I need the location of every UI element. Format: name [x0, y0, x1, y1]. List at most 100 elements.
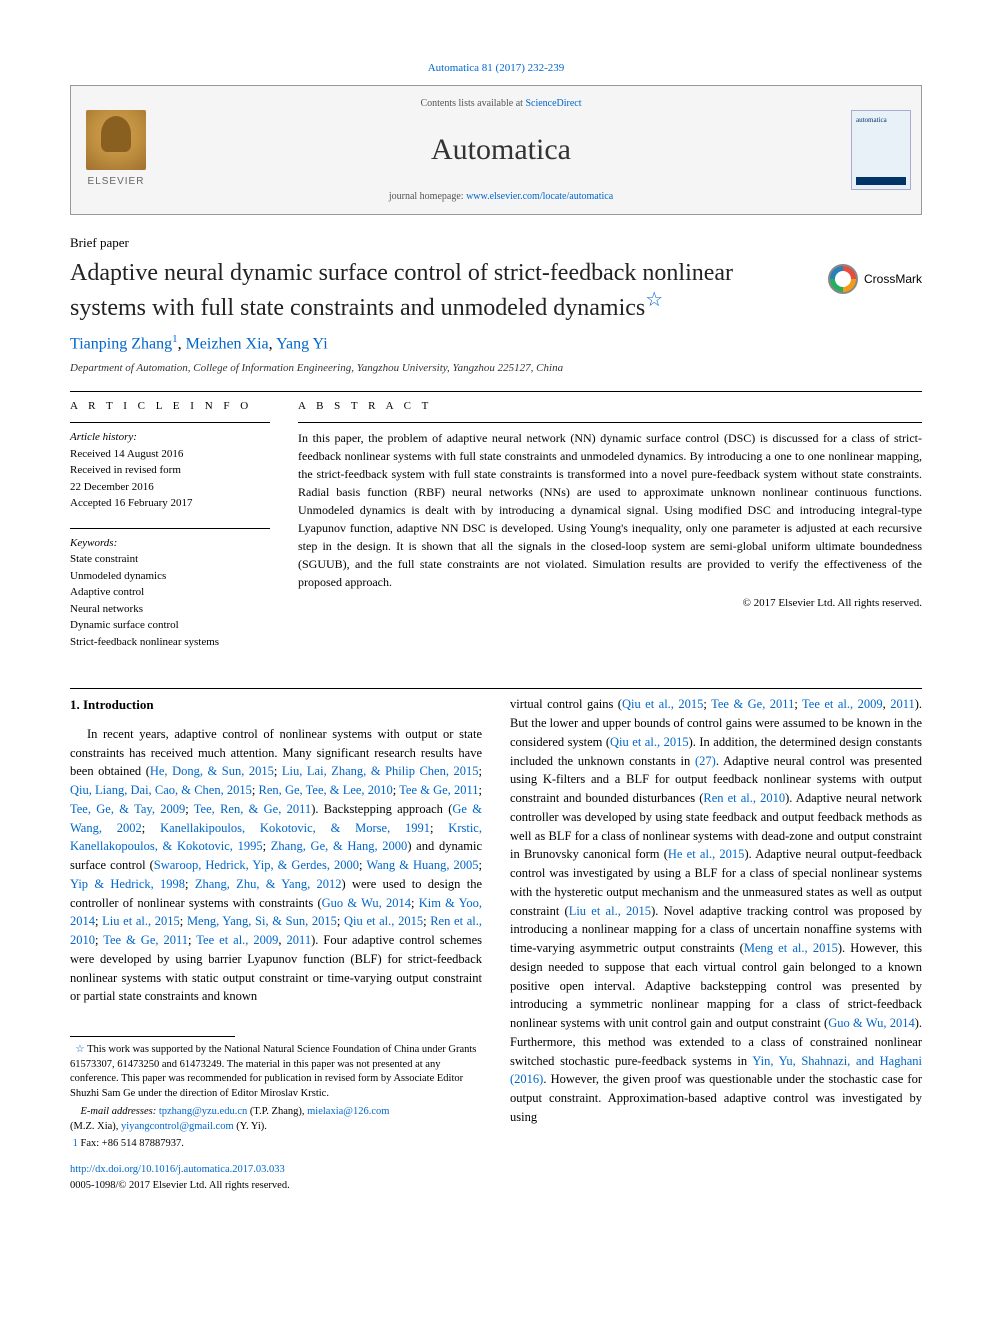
email-2-who: (M.Z. Xia), [70, 1121, 121, 1132]
ref-tee-ge-2011b[interactable]: Tee & Ge, 2011 [103, 933, 188, 947]
sep: ; [263, 839, 271, 853]
doi-link[interactable]: http://dx.doi.org/10.1016/j.automatica.2… [70, 1164, 285, 1175]
ref-liu-2015c[interactable]: Liu et al., 2015 [569, 904, 651, 918]
sep: ; [479, 783, 482, 797]
contents-prefix: Contents lists available at [420, 98, 525, 109]
sciencedirect-link[interactable]: ScienceDirect [525, 98, 581, 109]
ref-tee-2011[interactable]: Tee, Ren, & Ge, 2011 [194, 802, 311, 816]
body-columns: 1. Introduction In recent years, adaptiv… [70, 695, 922, 1193]
title-footnote-link[interactable]: ☆ [645, 289, 663, 311]
crossmark-badge[interactable]: CrossMark [828, 264, 922, 294]
ref-ren-2010c[interactable]: Ren et al., 2010 [703, 791, 785, 805]
ref-qiu-2015[interactable]: Qiu, Liang, Dai, Cao, & Chen, 2015 [70, 783, 252, 797]
publisher-block: ELSEVIER [71, 86, 161, 214]
text: virtual control gains ( [510, 697, 622, 711]
ref-he-2015[interactable]: He, Dong, & Sun, 2015 [150, 764, 274, 778]
ref-tee-2011b[interactable]: 2011 [287, 933, 312, 947]
sep: , [278, 933, 286, 947]
revised-label: Received in revised form [70, 462, 270, 479]
section-1-heading: 1. Introduction [70, 695, 482, 715]
ref-tee-2009c[interactable]: Tee et al., 2009 [802, 697, 883, 711]
revised-date: 22 December 2016 [70, 479, 270, 496]
footnote-emails: E-mail addresses: tpzhang@yzu.edu.cn (T.… [70, 1105, 482, 1134]
accepted-date: Accepted 16 February 2017 [70, 495, 270, 512]
ref-yip-1998[interactable]: Yip & Hedrick, 1998 [70, 877, 185, 891]
citation-link[interactable]: Automatica 81 (2017) 232-239 [428, 62, 565, 74]
sep: ; [479, 764, 482, 778]
ref-tee-2009b[interactable]: Tee et al., 2009 [196, 933, 278, 947]
fn-star-marker: ☆ [75, 1044, 84, 1055]
sep: ; [252, 783, 259, 797]
author-sep-1: , [178, 335, 186, 352]
divider-bottom [70, 688, 922, 689]
body-column-right: virtual control gains (Qiu et al., 2015;… [510, 695, 922, 1193]
author-2[interactable]: Meizhen Xia [186, 335, 269, 352]
info-divider-1 [70, 422, 270, 423]
abstract-text: In this paper, the problem of adaptive n… [298, 429, 922, 591]
ref-tee-2009[interactable]: Tee, Ge, & Tay, 2009 [70, 802, 185, 816]
ref-meng-2015[interactable]: Meng, Yang, Si, & Sun, 2015 [187, 914, 337, 928]
ref-tee-ge-2011c[interactable]: Tee & Ge, 2011 [711, 697, 794, 711]
email-2[interactable]: mielaxia@126.com [307, 1106, 389, 1117]
sep: ; [180, 914, 187, 928]
crossmark-icon [828, 264, 858, 294]
ref-qiu-2015c[interactable]: Qiu et al., 2015 [622, 697, 703, 711]
ref-tee-ge-2011[interactable]: Tee & Ge, 2011 [399, 783, 478, 797]
ref-liu-2015b[interactable]: Liu et al., 2015 [102, 914, 180, 928]
ref-liu-2015[interactable]: Liu, Lai, Zhang, & Philip Chen, 2015 [282, 764, 479, 778]
author-1[interactable]: Tianping Zhang [70, 335, 172, 352]
citation-line: Automatica 81 (2017) 232-239 [70, 60, 922, 77]
ref-ren-2010[interactable]: Ren, Ge, Tee, & Lee, 2010 [259, 783, 393, 797]
intro-paragraph: In recent years, adaptive control of non… [70, 725, 482, 1006]
ref-guo-wu-2014b[interactable]: Guo & Wu, 2014 [828, 1016, 915, 1030]
ref-he-2015b[interactable]: He et al., 2015 [668, 847, 745, 861]
ref-zhang-2000[interactable]: Zhang, Ge, & Hang, 2000 [271, 839, 408, 853]
divider-top [70, 391, 922, 392]
publisher-label: ELSEVIER [88, 174, 145, 189]
homepage-prefix: journal homepage: [389, 191, 466, 202]
author-3[interactable]: Yang Yi [276, 335, 328, 352]
authors: Tianping Zhang1, Meizhen Xia, Yang Yi [70, 331, 922, 356]
sep: ; [411, 896, 419, 910]
ref-wang-huang-2005[interactable]: Wang & Huang, 2005 [366, 858, 478, 872]
footnote-1: 1 Fax: +86 514 87887937. [70, 1137, 482, 1152]
ref-yin-2016-year[interactable]: (2016) [510, 1072, 543, 1086]
homepage-link[interactable]: www.elsevier.com/locate/automatica [466, 191, 613, 202]
sep: ; [479, 858, 482, 872]
ref-tee-2011c[interactable]: 2011 [890, 697, 915, 711]
homepage-line: journal homepage: www.elsevier.com/locat… [389, 189, 613, 204]
author-sep-2: , [269, 335, 276, 352]
body-right-paragraph: virtual control gains (Qiu et al., 2015;… [510, 695, 922, 1126]
ref-qiu-2015b[interactable]: Qiu et al., 2015 [344, 914, 423, 928]
affiliation: Department of Automation, College of Inf… [70, 360, 922, 377]
doi-block: http://dx.doi.org/10.1016/j.automatica.2… [70, 1162, 482, 1194]
fn-star-text: This work was supported by the National … [70, 1044, 476, 1099]
header-center: Contents lists available at ScienceDirec… [161, 86, 841, 214]
footnote-star: ☆ This work was supported by the Nationa… [70, 1043, 482, 1102]
abstract-copyright: © 2017 Elsevier Ltd. All rights reserved… [298, 595, 922, 612]
email-3-who: (Y. Yi). [234, 1121, 267, 1132]
ref-swaroop-2000[interactable]: Swaroop, Hedrick, Yip, & Gerdes, 2000 [154, 858, 359, 872]
paper-title: Adaptive neural dynamic surface control … [70, 258, 808, 323]
email-3[interactable]: yiyangcontrol@gmail.com [121, 1121, 234, 1132]
text: . However, the given proof was questiona… [510, 1072, 922, 1124]
ref-yin-2016[interactable]: Yin, Yu, Shahnazi, and Haghani [752, 1054, 922, 1068]
keywords-block: Keywords: State constraint Unmodeled dyn… [70, 535, 270, 651]
ref-meng-2015b[interactable]: Meng et al., 2015 [744, 941, 838, 955]
abstract-label: A B S T R A C T [298, 398, 922, 415]
sep: ; [337, 914, 344, 928]
email-1[interactable]: tpzhang@yzu.edu.cn [159, 1106, 247, 1117]
crossmark-label: CrossMark [864, 270, 922, 288]
ref-eq-27[interactable]: (27) [695, 754, 716, 768]
ref-qiu-2015d[interactable]: Qiu et al., 2015 [610, 735, 689, 749]
body-column-left: 1. Introduction In recent years, adaptiv… [70, 695, 482, 1193]
abstract-column: A B S T R A C T In this paper, the probl… [298, 398, 922, 667]
ref-guo-wu-2014[interactable]: Guo & Wu, 2014 [322, 896, 411, 910]
fn1-text: Fax: +86 514 87887937. [78, 1138, 184, 1149]
sep: ; [703, 697, 711, 711]
sep: ; [430, 821, 448, 835]
ref-kanell-1991[interactable]: Kanellakipoulos, Kokotovic, & Morse, 199… [160, 821, 430, 835]
keyword-5: Dynamic surface control [70, 617, 270, 634]
ref-zhang-2012[interactable]: Zhang, Zhu, & Yang, 2012 [195, 877, 342, 891]
keyword-1: State constraint [70, 551, 270, 568]
